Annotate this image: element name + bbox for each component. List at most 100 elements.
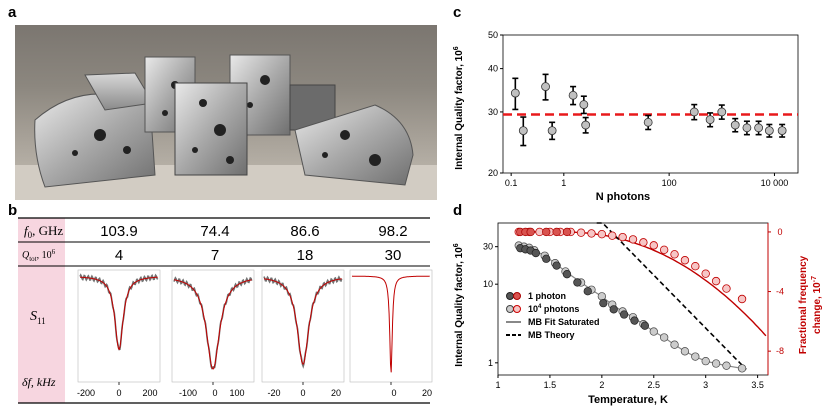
c-data-point [510, 88, 520, 98]
curve-data [263, 275, 343, 369]
table-header-column [18, 218, 65, 403]
f0-value: 103.9 [100, 223, 138, 240]
d-freq-1e4-point [649, 241, 658, 250]
xtick-label: 0 [391, 388, 396, 398]
q-row-label: Qtot, 106 [22, 248, 56, 263]
d-q-1e4-point [701, 357, 710, 366]
panel-c-label: c [453, 4, 462, 21]
d-q-1photon-point [583, 287, 592, 296]
curve-data [173, 276, 253, 370]
c-data-point [643, 117, 653, 127]
c-axes-frame [502, 34, 799, 174]
xtick-label: -200 [77, 388, 95, 398]
c-xtick-label: 1 [561, 178, 566, 188]
c-data-point [581, 120, 591, 130]
d-q-1e4-point [737, 364, 747, 373]
c-xtick-label: 100 [662, 178, 677, 188]
c-data-point [547, 126, 557, 136]
d-q-1photon-point [640, 321, 650, 330]
curve-fit [263, 278, 342, 365]
d-freq-1e4-point [670, 250, 679, 259]
d-q-1e4-point [722, 361, 731, 370]
d-legend: 1 photon 104 photons MB Fit Saturated MB… [506, 291, 600, 340]
d-y2tick-label: -4 [776, 287, 784, 297]
c-data-point [579, 100, 589, 109]
d-freq-1photon-point [526, 227, 535, 237]
d-freq-1e4-point [576, 228, 586, 237]
curve-frame [171, 269, 255, 383]
d-xtick-label: 2.5 [648, 380, 661, 390]
d-xtick-label: 3.5 [751, 380, 764, 390]
d-q-1photon-point [599, 298, 608, 308]
d-q-1photon-point [531, 248, 540, 258]
d-y2tick-label: 0 [777, 227, 782, 237]
d-q-1e4-point [597, 292, 606, 301]
cavities-photo [15, 25, 437, 200]
xtick-label: 100 [229, 388, 244, 398]
c-ylabel: Internal Quality factor, 106 [453, 46, 465, 169]
q-value: 4 [115, 247, 123, 264]
c-data-point [689, 107, 699, 117]
d-ytick-label: 1 [488, 358, 493, 368]
curve-fit [351, 275, 430, 373]
c-xtick-label: 10 000 [761, 178, 789, 188]
f0-row-label: f0, GHz [24, 223, 63, 240]
c-ytick-label: 40 [488, 64, 498, 74]
legend-marker [506, 292, 514, 300]
d-xtick-label: 1.5 [544, 380, 557, 390]
panel-b-label: b [8, 202, 18, 219]
d-freq-1e4-point [608, 231, 617, 240]
d-freq-1e4-point [628, 235, 638, 244]
d-q-1photon-point [630, 316, 639, 325]
f0-value: 98.2 [378, 223, 407, 240]
c-data-point [518, 126, 528, 136]
d-xtick-label: 1 [495, 380, 500, 390]
curve-fit [80, 276, 158, 351]
d-xtick-label: 3 [703, 380, 708, 390]
q-value: 30 [385, 247, 402, 264]
legend-marker [506, 305, 514, 313]
xtick-label: 200 [142, 388, 157, 398]
legend-label: 1 photon [528, 291, 566, 301]
legend-label: MB Fit Saturated [528, 317, 600, 327]
d-freq-1photon-point [552, 227, 561, 237]
d-q-1photon-point [552, 261, 561, 270]
d-freq-1photon-point [542, 227, 551, 237]
d-freq-1e4-point [701, 269, 710, 278]
f0-value: 74.4 [200, 223, 229, 240]
d-freq-1e4-point [691, 262, 700, 271]
resonance-curves [77, 269, 433, 385]
d-freq-1e4-point [587, 229, 596, 238]
d-freq-1e4-point [659, 245, 669, 255]
q-value: 18 [297, 247, 314, 264]
d-freq-1e4-point [737, 294, 747, 304]
c-data-point [777, 126, 787, 136]
d-mb-theory [596, 222, 747, 370]
d-q-1e4-point [691, 352, 700, 361]
c-data-point [754, 123, 764, 133]
d-q-1e4-point [660, 333, 669, 342]
legend-label: 104 photons [528, 304, 579, 314]
c-ytick-label: 50 [488, 30, 498, 40]
c-data-point [717, 107, 727, 117]
legend-marker [513, 292, 521, 300]
d-q-1e4-point [711, 359, 721, 368]
d-q-1e4-point [649, 327, 658, 336]
d-q-1photon-point [609, 305, 618, 314]
c-xlabel: N photons [596, 191, 650, 203]
q-value: 7 [211, 247, 219, 264]
d-q-1e4-point [670, 340, 679, 349]
legend-label: MB Theory [528, 330, 575, 340]
d-q-1photon-point [573, 278, 582, 287]
d-ylabel: Internal Quality factor, 106 [453, 243, 465, 366]
xtick-label: 0 [212, 388, 217, 398]
d-freq-1e4-point [639, 238, 648, 247]
d-y2label-2: change, 10-7 [811, 276, 823, 334]
c-data-point [705, 115, 715, 125]
xtick-label: -100 [179, 388, 197, 398]
d-q-1photon-point [542, 254, 551, 263]
quality-vs-photons-chart: 20 30 40 50 0.1 1 100 10 000 N photons Internal… [453, 30, 799, 203]
f0-value: 86.6 [290, 223, 319, 240]
xtick-label: 20 [422, 388, 432, 398]
curve-frame [77, 269, 161, 383]
